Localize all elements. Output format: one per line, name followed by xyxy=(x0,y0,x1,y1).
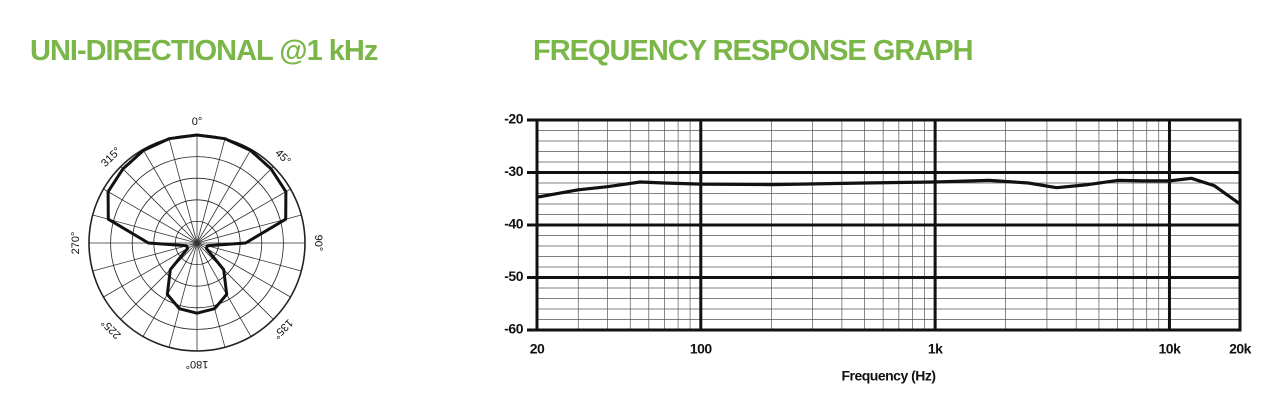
chart-title: UNI-DIRECTIONAL @1 kHz xyxy=(30,35,378,67)
y-tick-label: -50 xyxy=(504,268,523,284)
angle-label: 0° xyxy=(192,116,203,128)
x-tick-label: 10k xyxy=(1159,341,1182,357)
y-tick-label: -40 xyxy=(504,216,523,232)
radial-line xyxy=(142,242,198,337)
x-axis-label: Frequency (Hz) xyxy=(841,368,935,384)
angle-label: 135° xyxy=(270,316,295,341)
ring-grid xyxy=(110,156,284,330)
chart-title: FREQUENCY RESPONSE GRAPH xyxy=(533,35,973,67)
x-tick-label: 100 xyxy=(690,341,713,357)
angle-label: 90° xyxy=(312,235,324,252)
radial-line xyxy=(196,242,291,298)
radial-line xyxy=(168,138,198,244)
radial-line xyxy=(196,166,274,244)
radial-line xyxy=(196,242,302,272)
radial-line xyxy=(142,149,198,244)
x-tick-label: 20 xyxy=(530,341,545,357)
ring-grid xyxy=(174,220,219,265)
angle-label: 270° xyxy=(70,232,82,255)
y-tick-label: -20 xyxy=(504,111,523,127)
radial-line xyxy=(120,166,198,244)
x-tick-label: 20k xyxy=(1229,341,1252,357)
polar-pattern xyxy=(106,133,288,315)
radial-line xyxy=(196,242,226,348)
radial-line xyxy=(92,242,198,272)
angle-label: 225° xyxy=(99,316,124,341)
radial-line xyxy=(196,242,274,320)
x-tick-label: 1k xyxy=(928,341,943,357)
radial-line xyxy=(196,242,252,337)
y-tick-label: -60 xyxy=(504,321,523,337)
ring-grid xyxy=(131,177,263,309)
radial-line xyxy=(196,149,252,244)
angle-label: 180° xyxy=(186,358,209,370)
radial-line xyxy=(168,242,198,348)
radial-line xyxy=(196,188,291,244)
radial-line xyxy=(103,188,198,244)
plot-frame xyxy=(535,118,1242,332)
angle-label: 315° xyxy=(99,145,124,170)
y-tick-label: -30 xyxy=(504,163,523,179)
angle-label: 45° xyxy=(273,147,293,167)
radial-line xyxy=(196,138,226,244)
response-line xyxy=(535,176,1242,206)
radial-line xyxy=(103,242,198,298)
radial-line xyxy=(120,242,198,320)
